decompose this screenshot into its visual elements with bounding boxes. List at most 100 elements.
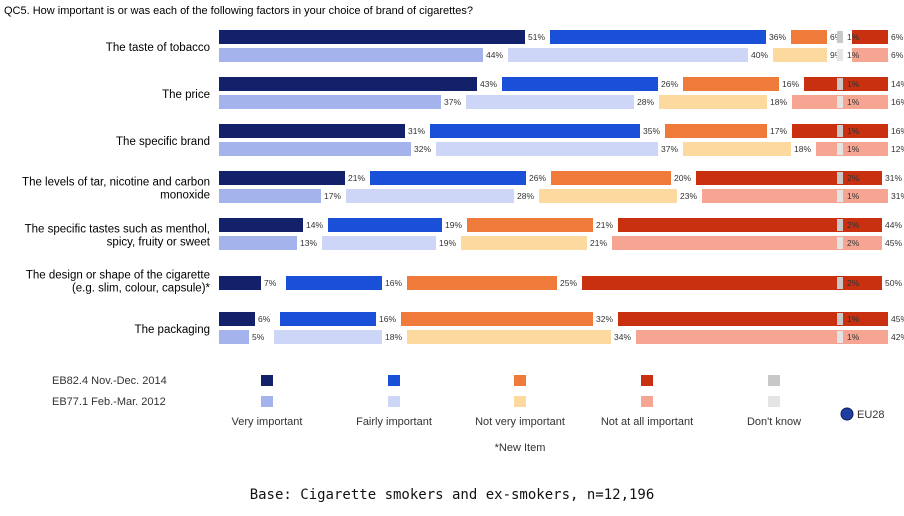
legend-response-label: Fairly important bbox=[356, 416, 432, 428]
data-label: 20% bbox=[674, 173, 691, 183]
legend-swatch bbox=[514, 375, 526, 386]
legend-swatch bbox=[261, 396, 273, 407]
data-label: 40% bbox=[751, 50, 768, 60]
bar-segment-dont-know bbox=[837, 78, 843, 90]
data-label: 34% bbox=[614, 332, 631, 342]
bar-segment bbox=[401, 312, 593, 326]
eu-globe-icon bbox=[840, 407, 854, 421]
category-label: The taste of tobacco bbox=[106, 42, 210, 54]
data-label: 2% bbox=[847, 173, 860, 183]
bar-segment bbox=[612, 236, 882, 250]
data-label: 1% bbox=[847, 126, 860, 136]
bar-segment bbox=[219, 171, 345, 185]
bar-segment bbox=[219, 142, 411, 156]
category-label: The specific brand bbox=[116, 136, 210, 148]
data-label: 21% bbox=[348, 173, 365, 183]
bar-segment-dont-know bbox=[837, 125, 843, 137]
bar-segment bbox=[219, 236, 297, 250]
data-label: 25% bbox=[560, 278, 577, 288]
category-label: The levels of tar, nicotine and carbon mo… bbox=[22, 177, 210, 202]
category-label: The packaging bbox=[135, 324, 210, 336]
bar-segment bbox=[683, 77, 779, 91]
category-label: The specific tastes such as menthol, spic… bbox=[25, 224, 211, 249]
bar-segment-dont-know bbox=[837, 219, 843, 231]
data-label: 2% bbox=[847, 238, 860, 248]
bar-segment-dont-know bbox=[837, 313, 843, 325]
data-label: 31% bbox=[891, 191, 904, 201]
data-label: 23% bbox=[680, 191, 697, 201]
data-label: 19% bbox=[439, 238, 456, 248]
base-footnote: Base: Cigarette smokers and ex-smokers, … bbox=[249, 487, 655, 503]
data-label: 28% bbox=[517, 191, 534, 201]
bar-segment bbox=[502, 77, 658, 91]
bar-segment bbox=[551, 171, 671, 185]
data-label: 18% bbox=[794, 144, 811, 154]
data-label: 45% bbox=[885, 238, 902, 248]
data-label: 12% bbox=[891, 144, 904, 154]
data-label: 6% bbox=[891, 50, 904, 60]
bar-segment-dont-know bbox=[837, 190, 843, 202]
bar-segment-dont-know bbox=[837, 31, 843, 43]
bar-segment bbox=[407, 276, 557, 290]
bar-segment bbox=[550, 30, 766, 44]
data-label: 14% bbox=[891, 79, 904, 89]
bar-segment bbox=[852, 48, 888, 62]
chart-title: QC5. How important is or was each of the… bbox=[4, 5, 473, 17]
legend-response-label: Not at all important bbox=[601, 416, 693, 428]
legend-swatch bbox=[641, 396, 653, 407]
data-label: 45% bbox=[891, 314, 904, 324]
bar-segment bbox=[539, 189, 677, 203]
data-label: 19% bbox=[445, 220, 462, 230]
bar-segment bbox=[436, 142, 658, 156]
bar-segment-dont-know bbox=[837, 277, 843, 289]
bar-segment bbox=[467, 218, 593, 232]
new-item-note: *New Item bbox=[495, 442, 546, 454]
data-label: 1% bbox=[847, 332, 860, 342]
data-label: 21% bbox=[596, 220, 613, 230]
data-label: 50% bbox=[885, 278, 902, 288]
data-label: 16% bbox=[385, 278, 402, 288]
data-label: 16% bbox=[379, 314, 396, 324]
legend-swatch bbox=[514, 396, 526, 407]
data-label: 6% bbox=[258, 314, 271, 324]
data-label: 7% bbox=[264, 278, 277, 288]
bar-segment bbox=[219, 276, 261, 290]
data-label: 17% bbox=[770, 126, 787, 136]
data-label: 1% bbox=[847, 191, 860, 201]
bar-segment bbox=[665, 124, 767, 138]
bar-segment bbox=[219, 30, 525, 44]
data-label: 9% bbox=[830, 50, 843, 60]
bar-segment bbox=[328, 218, 442, 232]
data-label: 1% bbox=[847, 32, 860, 42]
bar-segment bbox=[636, 330, 888, 344]
data-label: 51% bbox=[528, 32, 545, 42]
legend-swatch bbox=[388, 396, 400, 407]
legend-series-name: EB77.1 Feb.-Mar. 2012 bbox=[52, 396, 166, 408]
data-label: 2% bbox=[847, 220, 860, 230]
bar-segment bbox=[791, 30, 827, 44]
data-label: 44% bbox=[486, 50, 503, 60]
legend-swatch bbox=[388, 375, 400, 386]
bar-segment bbox=[219, 330, 249, 344]
legend-response-label: Don't know bbox=[747, 416, 801, 428]
bar-segment bbox=[461, 236, 587, 250]
eu28-badge: EU28 bbox=[857, 409, 885, 421]
bar-segment-dont-know bbox=[837, 172, 843, 184]
bar-segment bbox=[219, 95, 441, 109]
bar-segment bbox=[582, 276, 882, 290]
category-label: The price bbox=[162, 89, 210, 101]
data-label: 14% bbox=[306, 220, 323, 230]
legend-series-name: EB82.4 Nov.-Dec. 2014 bbox=[52, 375, 167, 387]
bar-segment bbox=[430, 124, 640, 138]
data-label: 37% bbox=[661, 144, 678, 154]
data-label: 5% bbox=[252, 332, 265, 342]
data-label: 6% bbox=[830, 32, 843, 42]
data-label: 36% bbox=[769, 32, 786, 42]
data-label: 16% bbox=[891, 97, 904, 107]
legend-swatch bbox=[641, 375, 653, 386]
data-label: 18% bbox=[770, 97, 787, 107]
legend-swatch bbox=[768, 375, 780, 386]
bar-segment bbox=[286, 276, 382, 290]
data-label: 44% bbox=[885, 220, 902, 230]
